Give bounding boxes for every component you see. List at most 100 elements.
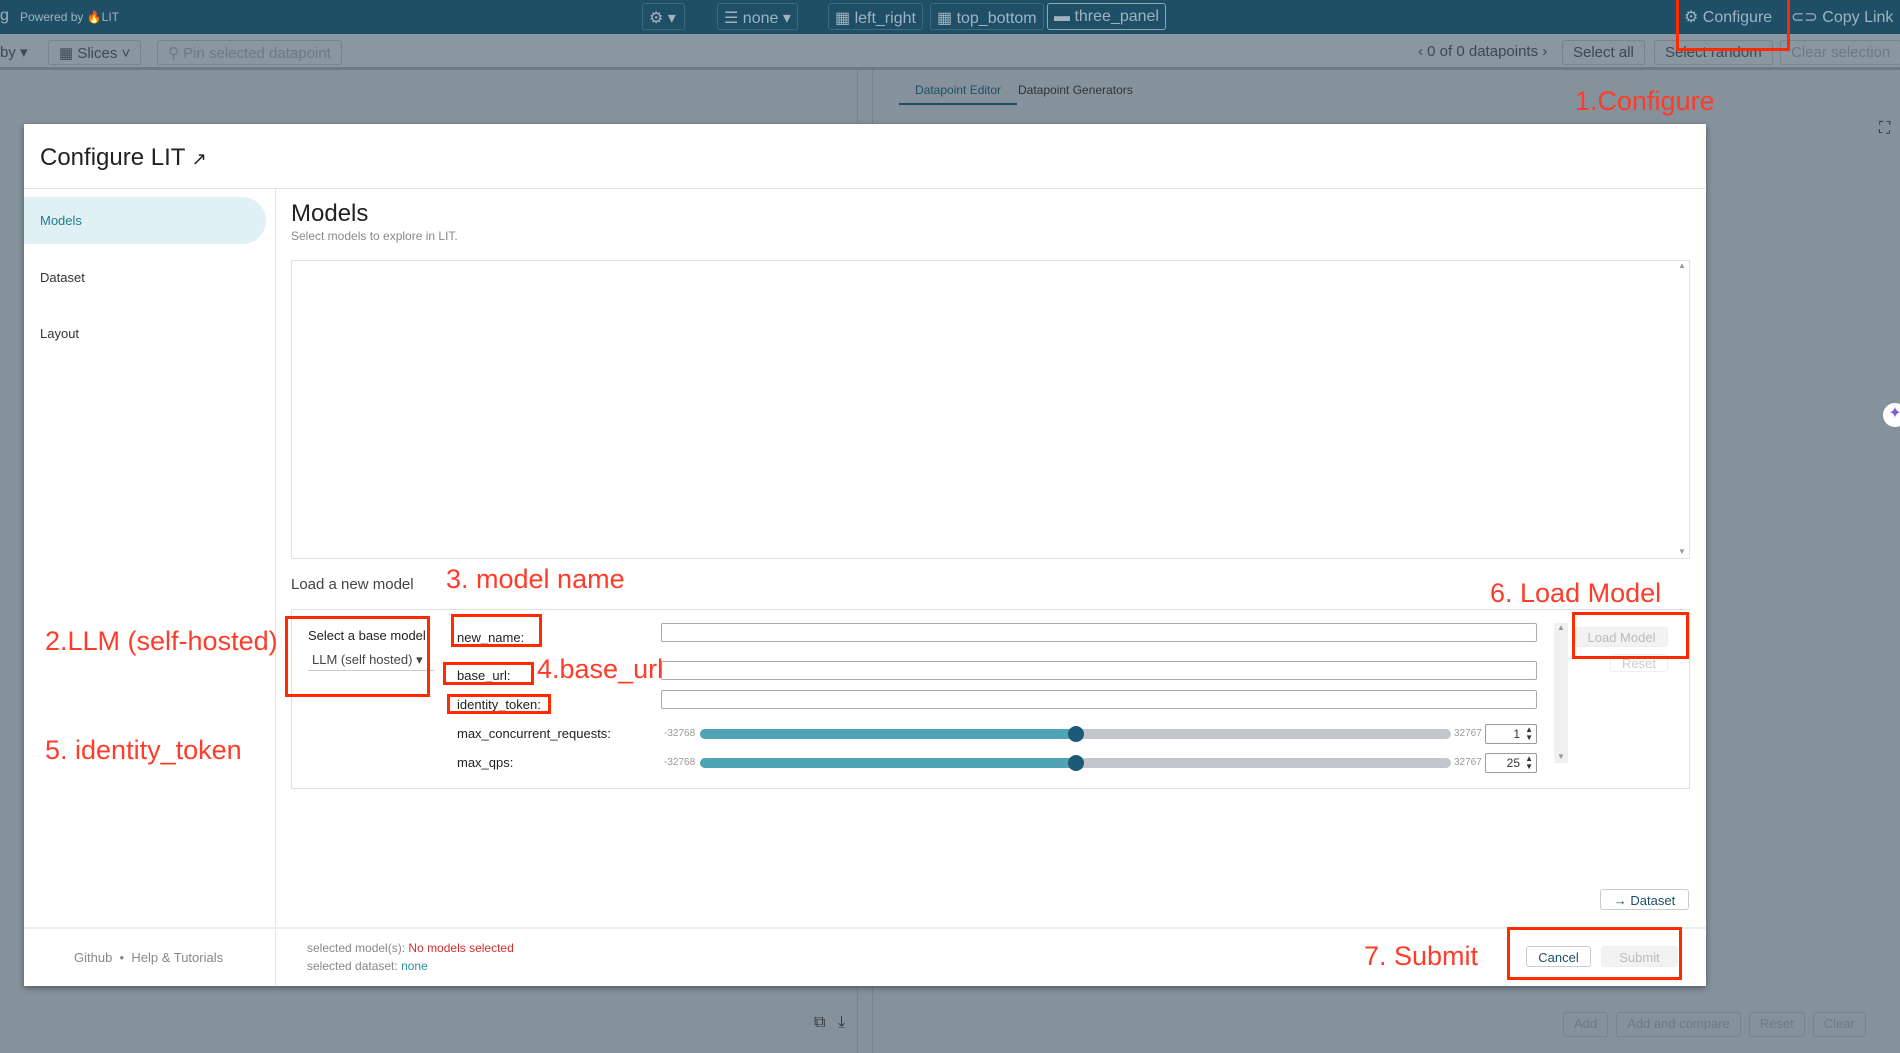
sidebar-item-models[interactable]: Models (24, 197, 266, 244)
slices-icon: ▦ (59, 45, 78, 62)
annotation-4: 4.base_url (537, 654, 664, 684)
divider (24, 188, 1706, 189)
copy-link-button[interactable]: ⊂⊃ Copy Link (1791, 7, 1893, 27)
scrollbar[interactable]: ▲ ▼ (1678, 261, 1686, 556)
datapoint-nav[interactable]: ‹ 0 of 0 datapoints › (1418, 43, 1548, 60)
slider-value-input[interactable]: 1 ▲ ▼ (1485, 724, 1537, 744)
external-link-icon[interactable]: ↗ (191, 149, 207, 169)
footer-links: Github • Help & Tutorials (74, 950, 223, 965)
identity-token-input[interactable] (661, 690, 1537, 709)
slices-button[interactable]: ▦ Slices ˅ (48, 40, 142, 65)
slider-min: -32768 (664, 728, 696, 739)
annotation-7: 7. Submit (1364, 941, 1479, 971)
next-dataset-button[interactable]: → Dataset (1600, 889, 1689, 910)
powered-by-text: Powered by (20, 10, 84, 24)
reset-button[interactable]: Reset (1748, 1012, 1805, 1037)
github-link[interactable]: Github (74, 950, 113, 965)
selected-dataset-status: selected dataset: none (307, 959, 428, 973)
label: Models (40, 213, 82, 228)
label: Slices (77, 45, 118, 62)
slider-label: max_qps: (457, 755, 514, 770)
tab-datapoint-generators[interactable]: Datapoint Generators (1018, 83, 1133, 97)
annotation-box-base-url (443, 662, 534, 685)
layout-top-bottom-button[interactable]: ▦ top_bottom (930, 3, 1044, 30)
slider-thumb[interactable] (1067, 755, 1084, 771)
label: left_right (854, 10, 916, 27)
label: none (742, 10, 779, 27)
panel-icon: ▬ (1054, 8, 1075, 25)
editor-actions: Add Add and compare Reset Clear (1563, 1012, 1866, 1037)
tab-datapoint-editor[interactable]: Datapoint Editor (899, 83, 1018, 105)
layout-left-right-button[interactable]: ▦ left_right (828, 3, 923, 30)
section-heading: Models (291, 200, 369, 227)
group-by-dropdown[interactable]: by ▾ (0, 44, 28, 61)
lit-logo-text: LIT (101, 10, 120, 24)
help-link[interactable]: Help & Tutorials (131, 950, 224, 965)
cancel-button[interactable]: Cancel (1526, 946, 1591, 967)
sidebar-item-dataset[interactable]: Dataset (40, 270, 85, 285)
sidebar-item-layout[interactable]: Layout (40, 326, 80, 341)
load-model-button[interactable]: Load Model (1575, 627, 1668, 647)
annotation-2: 2.LLM (self-hosted) (45, 626, 278, 656)
new-name-label: new_name: (457, 630, 525, 645)
slider-fill (700, 758, 1076, 768)
add-and-compare-button[interactable]: Add and compare (1616, 1012, 1741, 1037)
identity-token-label: identity_token: (457, 697, 541, 712)
flame-icon: 🔥 (86, 10, 102, 24)
slider-max: 32767 (1454, 728, 1482, 739)
pin-icon: ⚲ (168, 45, 184, 62)
form-scrollbar[interactable]: ▲ ▼ (1554, 623, 1568, 763)
model-form: Select a base model LLM (self hosted) ▾ … (291, 609, 1690, 789)
label: Pin selected datapoint (183, 45, 331, 62)
configure-button[interactable]: ⚙ Configure (1684, 7, 1772, 27)
caret-down-icon: ▾ (416, 652, 423, 667)
robot-icon: ⚙ ▾ (649, 10, 676, 27)
add-button[interactable]: Add (1563, 1012, 1609, 1037)
layout-three-panel-button[interactable]: ▬ three_panel (1047, 3, 1166, 30)
title-text: Configure LIT (40, 144, 185, 171)
fullscreen-icon[interactable]: ⛶ (1879, 120, 1891, 137)
slider-thumb[interactable] (1067, 726, 1084, 742)
annotation-1: 1.Configure (1575, 86, 1715, 116)
app-name: g (0, 7, 9, 24)
sparkle-icon[interactable]: ✦ (1883, 403, 1900, 427)
section-subtitle: Select models to explore in LIT. (291, 229, 458, 243)
annotation-3: 3. model name (446, 564, 625, 594)
base-url-label: base_url: (457, 668, 511, 683)
datapoint-count: 0 of 0 datapoints (1427, 43, 1539, 60)
value: none (401, 959, 428, 973)
label: top_bottom (956, 10, 1037, 27)
model-selector-button[interactable]: ⚙ ▾ (642, 3, 685, 30)
annotation-box-new-name (451, 614, 542, 647)
spinner-icon[interactable]: ▲ ▼ (1525, 754, 1533, 771)
slider-label: max_concurrent_requests: (457, 726, 611, 741)
layout-none-button[interactable]: ☰ none ▾ (717, 3, 798, 30)
select-all-button[interactable]: Select all (1562, 40, 1645, 65)
submit-button[interactable]: Submit (1601, 946, 1678, 967)
slider-min: -32768 (664, 757, 696, 768)
base-url-input[interactable] (661, 661, 1537, 680)
annotation-5: 5. identity_token (45, 735, 242, 765)
annotation-box-identity-token (447, 694, 551, 714)
configure-dialog: Configure LIT ↗ Models Dataset Layout Mo… (24, 124, 1706, 986)
models-list[interactable]: ▲ ▼ (291, 260, 1690, 559)
main-toolbar: by ▾ ▦ Slices ˅ ⚲ Pin selected datapoint… (0, 34, 1900, 70)
spinner-icon[interactable]: ▲ ▼ (1525, 725, 1533, 742)
value: 1 (1513, 727, 1520, 741)
base-model-select[interactable]: LLM (self hosted) ▾ (308, 650, 434, 671)
new-name-input[interactable] (661, 623, 1537, 642)
select-base-model-label: Select a base model (308, 628, 426, 643)
pin-datapoint-button[interactable]: ⚲ Pin selected datapoint (157, 40, 342, 65)
footer-divider (24, 927, 1706, 929)
clear-button[interactable]: Clear (1812, 1012, 1866, 1037)
slider-fill (700, 729, 1076, 739)
slider-value-input[interactable]: 25 ▲ ▼ (1485, 753, 1537, 773)
label: by (0, 44, 16, 61)
copy-icon[interactable]: ⧉ (814, 1014, 826, 1031)
clear-selection-button[interactable]: Clear selection (1780, 40, 1900, 65)
download-icon[interactable]: ⤓ (838, 1014, 846, 1031)
powered-by: Powered by 🔥LIT (20, 10, 119, 24)
annotation-box-submit (1507, 927, 1682, 980)
link-icon: ⊂⊃ (1791, 9, 1823, 26)
value: 25 (1506, 756, 1520, 770)
